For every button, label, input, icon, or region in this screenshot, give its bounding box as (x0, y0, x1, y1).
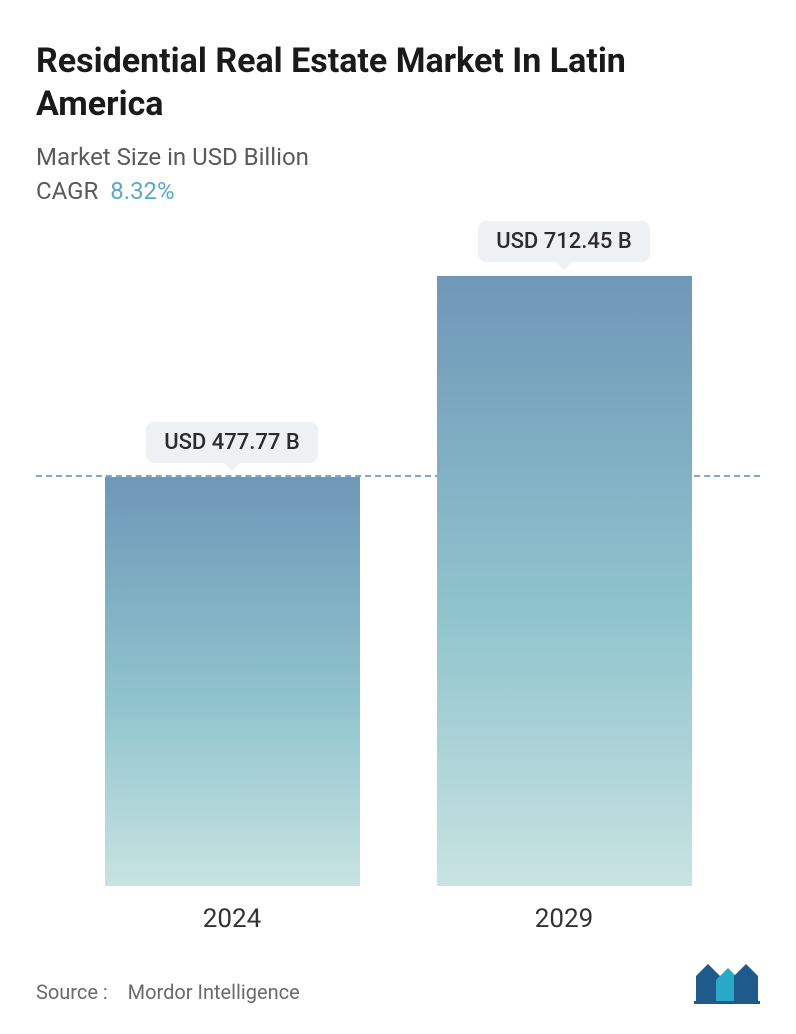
x-axis-label: 2024 (92, 904, 372, 934)
bar (105, 477, 360, 886)
cagr-label: CAGR (36, 177, 98, 205)
source-name: Mordor Intelligence (128, 980, 300, 1004)
cagr-row: CAGR 8.32% (36, 177, 760, 205)
brand-logo (694, 962, 760, 1004)
chart-subtitle: Market Size in USD Billion (36, 143, 760, 171)
x-axis-labels: 2024 2029 (36, 890, 760, 934)
bar-column: USD 712.45 B (424, 235, 704, 886)
value-badge: USD 712.45 B (478, 221, 650, 262)
source-text: Source : Mordor Intelligence (36, 980, 300, 1004)
source-label: Source : (36, 980, 108, 1004)
cagr-value: 8.32% (110, 177, 174, 205)
x-axis-label: 2029 (424, 904, 704, 934)
bars-wrap: USD 477.77 B USD 712.45 B (36, 235, 760, 886)
chart-area: USD 477.77 B USD 712.45 B (36, 235, 760, 886)
bar (437, 276, 692, 886)
value-badge: USD 477.77 B (146, 422, 318, 463)
footer: Source : Mordor Intelligence (36, 962, 760, 1010)
chart-title: Residential Real Estate Market In Latin … (36, 40, 760, 125)
bar-column: USD 477.77 B (92, 235, 372, 886)
logo-icon (694, 962, 760, 1004)
